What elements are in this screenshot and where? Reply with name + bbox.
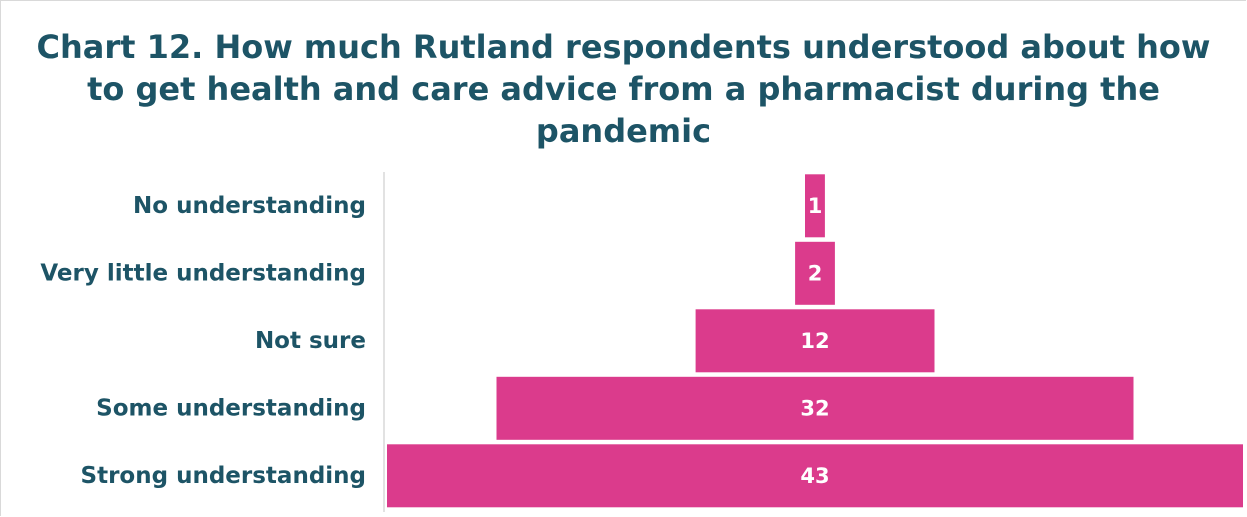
value-label-1: 1 xyxy=(808,194,823,218)
category-label-3: Not sure xyxy=(255,328,366,354)
value-label-2: 2 xyxy=(808,261,823,285)
value-label-4: 32 xyxy=(800,396,829,420)
value-label-5: 43 xyxy=(800,464,829,488)
category-labels-group: No understanding Very little understandin… xyxy=(40,193,366,489)
category-label-5: Strong understanding xyxy=(81,463,366,489)
value-label-3: 12 xyxy=(800,329,829,353)
category-label-1: No understanding xyxy=(133,193,366,219)
category-label-2: Very little understanding xyxy=(40,260,366,286)
category-label-4: Some understanding xyxy=(96,395,366,421)
